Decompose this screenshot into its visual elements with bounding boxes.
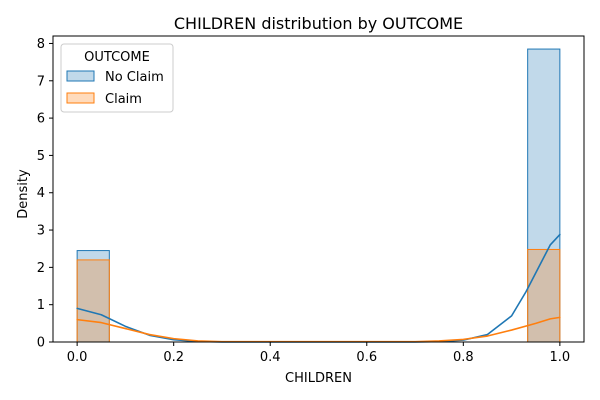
x-tick-label: 0.0 — [67, 350, 88, 365]
y-tick-label: 2 — [37, 261, 45, 276]
x-axis-label: CHILDREN — [285, 371, 352, 386]
y-axis-label: Density — [16, 169, 31, 219]
chart-title: CHILDREN distribution by OUTCOME — [174, 14, 463, 33]
histogram-bar — [76, 250, 110, 343]
x-axis: 0.0 0.2 0.4 0.6 0.8 1.0 — [67, 342, 570, 365]
x-tick-label: 0.6 — [356, 350, 377, 365]
plot-area — [52, 35, 585, 343]
y-tick-label: 3 — [37, 224, 45, 239]
y-tick-label: 4 — [37, 186, 45, 201]
legend-title: OUTCOME — [84, 50, 150, 65]
histogram-bar — [76, 259, 110, 343]
legend-swatch — [66, 70, 95, 82]
y-tick-label: 7 — [37, 74, 45, 89]
x-tick-label: 0.2 — [163, 350, 184, 365]
legend-swatch — [66, 92, 95, 104]
legend-label: No Claim — [105, 70, 164, 85]
kde-line-no-claim — [76, 233, 561, 343]
histogram-bar — [527, 48, 561, 343]
histogram-bar — [527, 248, 561, 343]
x-tick-label: 1.0 — [550, 350, 571, 365]
y-axis: 0 1 2 3 4 5 6 7 8 — [37, 37, 53, 351]
y-tick-label: 8 — [37, 37, 45, 52]
legend: OUTCOME No Claim Claim — [60, 43, 174, 113]
kde-line-claim — [76, 316, 561, 343]
legend-label: Claim — [105, 92, 142, 107]
y-tick-label: 6 — [37, 112, 45, 127]
series-claim-bars — [76, 248, 561, 343]
y-tick-label: 1 — [37, 298, 45, 313]
plot-frame — [52, 35, 585, 343]
legend-box — [60, 43, 174, 113]
x-tick-label: 0.4 — [260, 350, 281, 365]
y-tick-label: 5 — [37, 149, 45, 164]
series-no-claim-bars — [76, 48, 561, 343]
x-tick-label: 0.8 — [453, 350, 474, 365]
y-tick-label: 0 — [37, 336, 45, 351]
